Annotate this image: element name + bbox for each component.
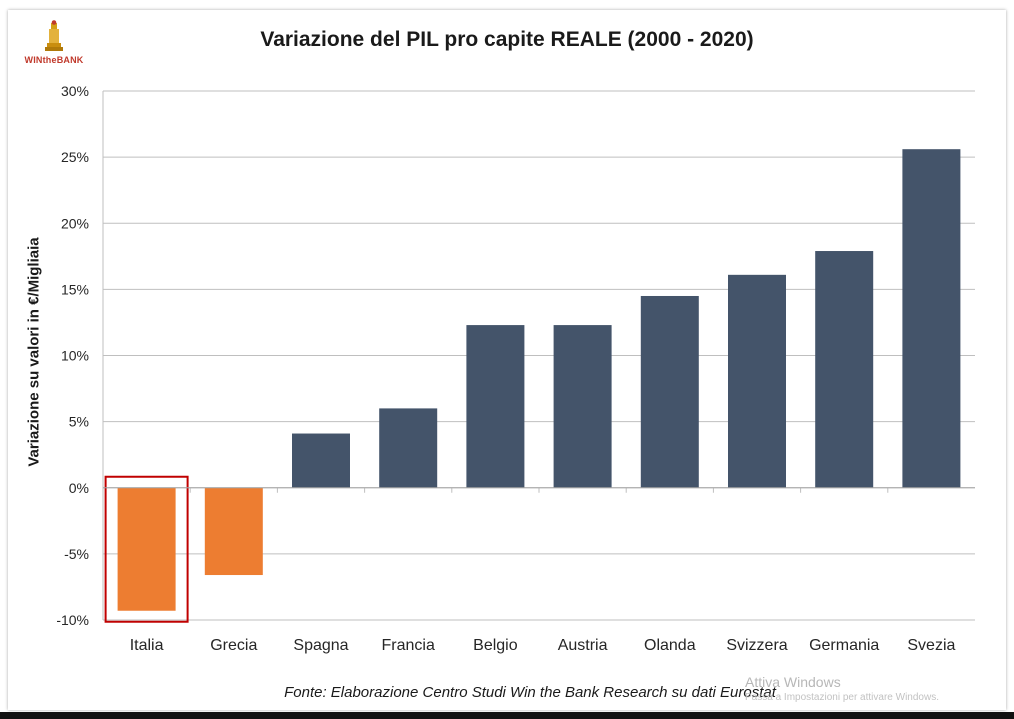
highlight-box — [104, 475, 189, 623]
x-tick-label: Svezia — [907, 637, 955, 654]
y-tick-label: -5% — [64, 546, 89, 562]
source-note: Fonte: Elaborazione Centro Studi Win the… — [284, 684, 776, 701]
trophy-icon — [45, 20, 63, 51]
x-tick-label: Austria — [558, 637, 608, 654]
screen-bottom-edge — [0, 712, 1014, 719]
bar-grecia — [204, 487, 263, 576]
bar-francia — [379, 408, 438, 488]
x-tick-label: Germania — [809, 637, 879, 654]
bar-belgio — [466, 325, 525, 488]
bar-austria — [553, 325, 612, 488]
bar-spagna — [292, 433, 350, 488]
bar-olanda — [640, 295, 699, 488]
y-tick-label: -10% — [56, 612, 89, 628]
x-tick-label: Italia — [130, 637, 164, 654]
y-tick-label: 5% — [69, 414, 89, 430]
x-tick-label: Svizzera — [726, 637, 787, 654]
bar-svezia — [902, 149, 961, 488]
x-tick-label: Belgio — [473, 637, 518, 654]
bar-svizzera — [728, 274, 786, 488]
y-tick-label: 0% — [69, 480, 89, 496]
activation-watermark-subtitle: Passa a Impostazioni per attivare Window… — [745, 692, 939, 703]
x-tick-label: Olanda — [644, 637, 696, 654]
chart-title: Variazione del PIL pro capite REALE (200… — [260, 28, 754, 51]
y-tick-label: 25% — [61, 149, 89, 165]
bar-italia — [117, 487, 176, 611]
y-tick-label: 15% — [61, 281, 89, 297]
y-tick-label: 30% — [61, 83, 89, 99]
bar-germania — [815, 251, 874, 488]
y-tick-label: 10% — [61, 348, 89, 364]
x-tick-label: Spagna — [293, 637, 348, 654]
y-tick-label: 20% — [61, 215, 89, 231]
x-tick-label: Francia — [382, 637, 435, 654]
logo: WINtheBANK — [18, 20, 90, 70]
x-tick-label: Grecia — [210, 637, 257, 654]
activation-watermark-title: Attiva Windows — [745, 674, 841, 690]
logo-text: WINtheBANK — [24, 55, 84, 65]
